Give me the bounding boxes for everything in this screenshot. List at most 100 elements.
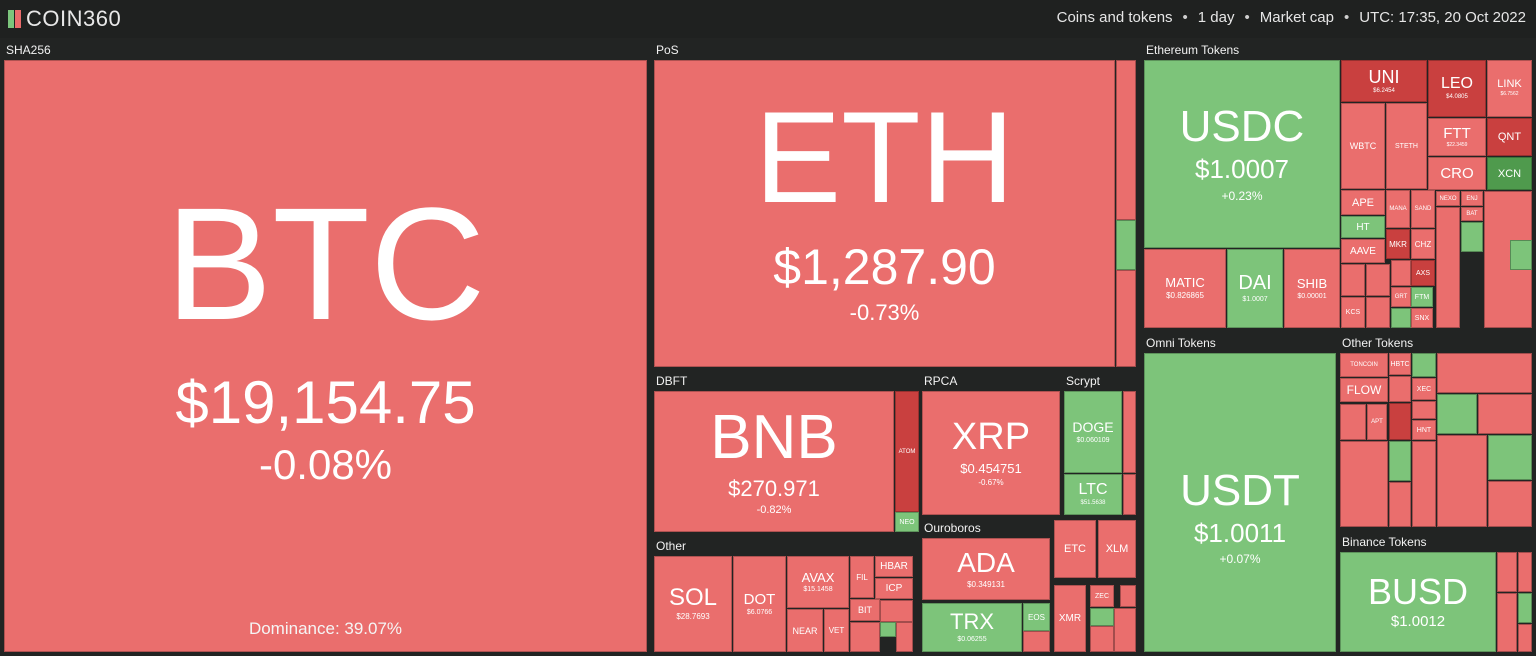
coin-tile-bnb[interactable]: BNB $270.971 -0.82% [654,391,894,532]
coin-tile-small[interactable] [1412,401,1436,419]
coin-tile-btc[interactable]: BTC $19,154.75 -0.08% Dominance: 39.07% [4,60,647,652]
coin-tile-matic[interactable]: MATIC $0.826865 [1144,249,1226,328]
coin-tile-small[interactable] [1116,220,1136,270]
coin-tile-nexo[interactable]: NEXO [1436,191,1460,206]
coin-tile-shib[interactable]: SHIB $0.00001 [1284,249,1340,328]
coin-tile-small[interactable] [1497,552,1517,592]
coin-tile-enj[interactable]: ENJ [1461,191,1483,206]
coin-tile-aave[interactable]: AAVE [1341,239,1385,263]
coin-tile-small[interactable] [896,622,913,652]
coin-tile-small[interactable] [1340,404,1366,440]
coin-tile-small[interactable] [1116,60,1136,220]
coin-tile-qnt[interactable]: QNT [1487,118,1532,156]
coin-tile-ftt[interactable]: FTT $22.3459 [1428,118,1486,156]
filter-metric[interactable]: Market cap [1259,9,1334,26]
coin-tile-small[interactable] [1123,474,1136,515]
coin-tile-xlm[interactable]: XLM [1098,520,1136,578]
coin-tile-hbar[interactable]: HBAR [875,556,913,577]
coin-tile-ht[interactable]: HT [1341,216,1385,238]
coin-tile-small[interactable] [1389,441,1411,481]
coin-tile-leo[interactable]: LEO $4.0805 [1428,60,1486,117]
coin-tile-dot[interactable]: DOT $6.0766 [733,556,786,652]
coin-tile-usdc[interactable]: USDC $1.0007 +0.23% [1144,60,1340,248]
coin-tile-atom[interactable]: ATOM [895,391,919,512]
coin-tile-busd[interactable]: BUSD $1.0012 [1340,552,1496,652]
coin-tile-eth[interactable]: ETH $1,287.90 -0.73% [654,60,1115,367]
coin-tile-small[interactable] [1478,394,1532,434]
coin-tile-etc[interactable]: ETC [1054,520,1096,578]
coin-tile-mana[interactable]: MANA [1386,190,1410,228]
coin-tile-small[interactable] [1391,308,1411,328]
coin-tile-small[interactable] [1518,593,1532,623]
coin-tile-small[interactable] [1510,240,1532,270]
coin-tile-sol[interactable]: SOL $28.7693 [654,556,732,652]
coin-tile-small[interactable] [1461,222,1483,252]
coin-tile-small[interactable] [1437,353,1532,393]
coin-tile-small[interactable] [1114,608,1136,652]
coin-tile-small[interactable] [1116,270,1136,367]
coin-tile-small[interactable] [880,600,913,622]
coin-tile-small[interactable] [1436,207,1460,328]
coin-tile-ftm[interactable]: FTM [1411,287,1433,307]
coin-tile-small[interactable] [1341,264,1365,296]
coin-tile-small[interactable] [1488,481,1532,527]
coin-tile-small[interactable] [1123,391,1136,473]
coin-tile-small[interactable] [1437,435,1487,527]
coin-tile-small[interactable] [1488,435,1532,480]
coin-tile-fil[interactable]: FIL [850,556,874,598]
coin-tile-small[interactable] [1090,608,1114,626]
coin-tile-steth[interactable]: STETH [1386,103,1427,189]
coin-tile-avax[interactable]: AVAX $15.1458 [787,556,849,608]
coin-tile-small[interactable] [1340,441,1388,527]
coin-tile-xmr[interactable]: XMR [1054,585,1086,652]
coin-tile-small[interactable] [850,622,880,652]
coin-tile-small[interactable] [1366,297,1390,328]
coin-tile-wbtc[interactable]: WBTC [1341,103,1385,189]
coin-tile-usdt[interactable]: USDT $1.0011 +0.07% [1144,353,1336,652]
coin-tile-near[interactable]: NEAR [787,609,823,652]
coin-tile-small[interactable] [1090,626,1114,652]
coin-tile-small[interactable] [1437,394,1477,434]
coin-tile-uni[interactable]: UNI $6.2454 [1341,60,1427,102]
coin-tile-kcs[interactable]: KCS [1341,297,1365,328]
coin-tile-small[interactable] [1391,260,1411,286]
coin-tile-ape[interactable]: APE [1341,190,1385,215]
coin-tile-xec[interactable]: XEC [1412,378,1436,400]
coin-tile-ltc[interactable]: LTC $51.5638 [1064,474,1122,515]
coin-tile-dai[interactable]: DAI $1.0007 [1227,249,1283,328]
coin-tile-trx[interactable]: TRX $0.06255 [922,603,1022,652]
coin-tile-eos[interactable]: EOS [1023,603,1050,631]
coin-tile-sand[interactable]: SAND [1411,190,1435,228]
coin-tile-vet[interactable]: VET [824,609,849,652]
coin-tile-doge[interactable]: DOGE $0.060109 [1064,391,1122,473]
coin-tile-small[interactable] [880,622,896,637]
coin-tile-small[interactable] [1518,624,1532,652]
coin-tile-small[interactable] [1389,376,1411,402]
coin-tile-cro[interactable]: CRO [1428,157,1486,190]
coin-tile-small[interactable] [1412,353,1436,377]
coin-tile-ada[interactable]: ADA $0.349131 [922,538,1050,600]
coin-tile-small[interactable] [1366,264,1390,296]
coin-tile-small[interactable] [1412,441,1436,527]
coin-tile-hnt[interactable]: HNT [1412,420,1436,440]
filter-type[interactable]: Coins and tokens [1056,9,1173,26]
filter-period[interactable]: 1 day [1197,9,1235,26]
coin-tile-neo[interactable]: NEO [895,512,919,532]
coin-tile-apt[interactable]: APT [1367,404,1387,440]
coin-tile-chz[interactable]: CHZ [1411,229,1435,259]
coin-tile-small[interactable] [1497,593,1517,652]
coin-tile-small[interactable] [1120,585,1136,607]
coin-tile-bit[interactable]: BIT [850,599,880,621]
coin-tile-hbtc[interactable]: HBTC [1389,353,1411,375]
coin-tile-axs[interactable]: AXS [1411,260,1435,286]
coin-tile-bat[interactable]: BAT [1461,207,1483,221]
coin360-logo[interactable]: COIN360 [8,6,121,31]
coin-tile-small[interactable] [1518,552,1532,592]
coin-tile-small[interactable] [1389,403,1411,440]
coin-tile-small[interactable] [1389,482,1411,527]
coin-tile-link[interactable]: LINK $6.7562 [1487,60,1532,117]
coin-tile-xcn[interactable]: XCN [1487,157,1532,190]
coin-tile-mkr[interactable]: MKR [1386,229,1410,259]
coin-tile-icp[interactable]: ICP [875,578,913,599]
coin-tile-grt[interactable]: GRT [1391,287,1411,307]
